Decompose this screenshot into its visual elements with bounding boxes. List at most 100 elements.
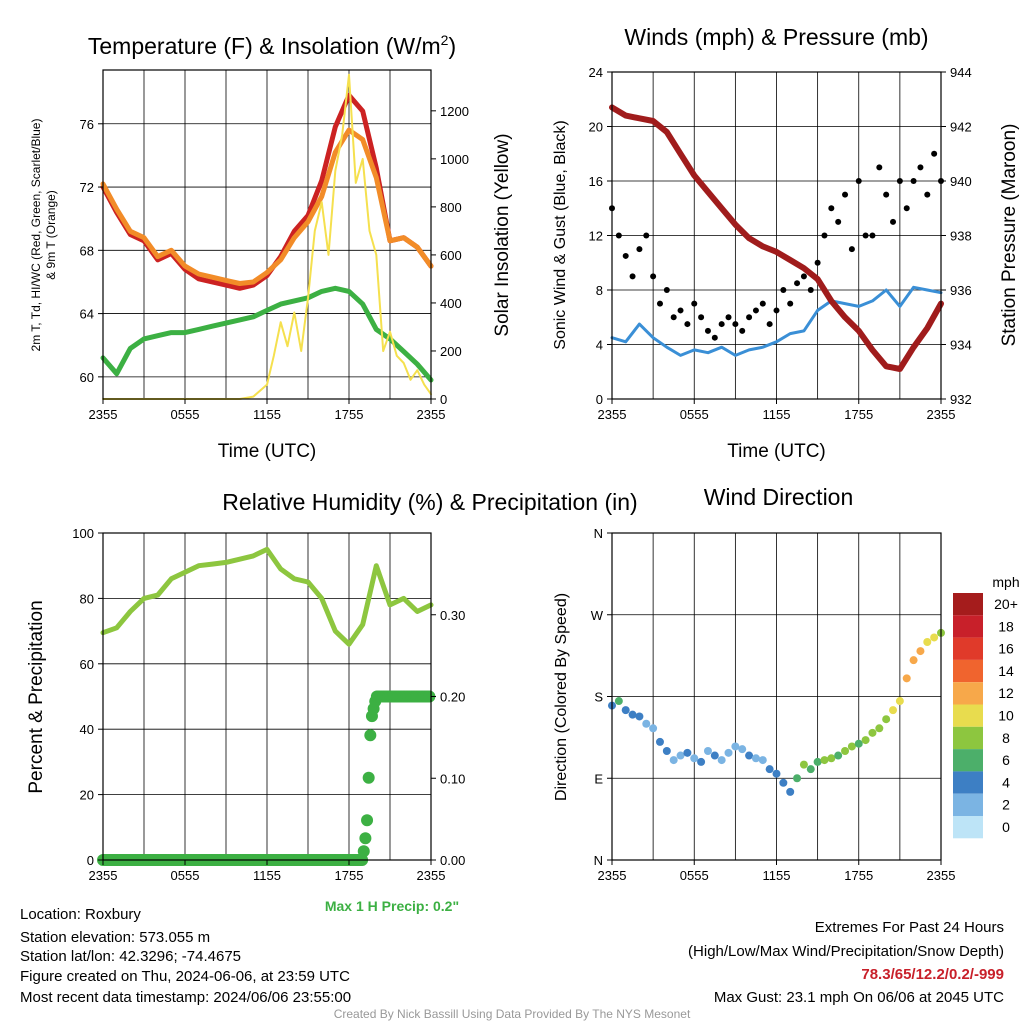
y-right-tick-label: 600: [440, 248, 462, 263]
credit-line: Created By Nick Bassill Using Data Provi…: [333, 1007, 691, 1021]
direction-point: [628, 710, 637, 719]
precip-point: [364, 729, 377, 742]
precip-point: [357, 845, 370, 858]
x-axis-label: Time (UTC): [727, 441, 826, 462]
gust-point: [711, 334, 718, 341]
y-tick-label: S: [594, 690, 603, 705]
y-tick-label: N: [594, 526, 603, 541]
direction-point: [703, 747, 712, 755]
direction-point: [799, 760, 808, 769]
y-right-tick-label: 938: [950, 229, 972, 244]
y-tick-label: 40: [80, 722, 94, 737]
y-tick-label: 0: [596, 392, 603, 407]
gust-point: [896, 178, 903, 184]
y-tick-label: 64: [80, 307, 94, 322]
x-tick-label: 2355: [598, 868, 627, 883]
y-right-tick-label: 942: [950, 120, 972, 135]
x-tick-label: 2355: [417, 868, 446, 883]
y-tick-label: 8: [596, 283, 603, 298]
direction-point: [683, 748, 692, 757]
footer-location: Location: Roxbury: [20, 906, 141, 923]
direction-point: [889, 706, 898, 715]
winds-chart: Winds (mph) & Pressure (mb) 0 4 8 12 16 20 24 93…: [552, 24, 1020, 462]
direction-point: [635, 712, 644, 721]
direction-point: [669, 756, 678, 765]
series-line: [100, 92, 434, 291]
wind-speed-line: [610, 285, 943, 357]
humidity-precip-chart: Relative Humidity (%) & Precipitation (i…: [26, 489, 638, 914]
x-tick-label: 2355: [927, 407, 956, 422]
y-right-tick-label: 800: [440, 200, 462, 215]
y-right-tick-label: 934: [950, 338, 972, 353]
direction-point: [724, 748, 733, 757]
x-tick-label: 1155: [763, 868, 791, 883]
direction-point: [882, 715, 891, 724]
gust-point: [876, 164, 883, 171]
extremes-title: Extremes For Past 24 Hours: [814, 919, 1004, 936]
y-axis-label: Sonic Wind & Gust (Blue, Black): [552, 120, 569, 349]
direction-point: [806, 765, 815, 774]
gust-point: [725, 314, 732, 321]
x-tick-label: 1755: [335, 407, 364, 422]
gust-point: [691, 300, 698, 307]
gust-point: [615, 232, 622, 239]
direction-point: [827, 754, 836, 763]
x-tick-label: 2355: [417, 407, 446, 422]
legend-label: 10: [998, 708, 1014, 724]
direction-point: [690, 754, 699, 763]
y-right-tick-label: 0.30: [440, 608, 465, 623]
legend-swatch: [953, 726, 983, 750]
gust-point: [698, 314, 705, 321]
chart-title: Wind Direction: [704, 484, 854, 510]
gust-point: [670, 314, 677, 321]
extremes-values: 78.3/65/12.2/0.2/-999: [861, 966, 1004, 983]
gust-point: [759, 300, 766, 307]
gust-point: [787, 300, 794, 307]
direction-point: [930, 633, 939, 642]
gust-point: [732, 321, 739, 328]
gust-point: [739, 327, 746, 334]
gust-point: [746, 314, 753, 321]
gust-point: [869, 232, 876, 239]
direction-point: [841, 747, 850, 755]
x-tick-label: 1755: [844, 868, 873, 883]
y-tick-label: N: [594, 853, 603, 868]
y-tick-label: 12: [589, 229, 603, 244]
y-tick-label: 24: [589, 65, 603, 80]
legend-swatch: [953, 749, 983, 772]
y-tick-label: 68: [80, 243, 94, 258]
gust-point: [931, 150, 938, 157]
legend-swatch: [953, 704, 983, 727]
direction-point: [916, 647, 925, 656]
x-tick-label: 1155: [253, 868, 281, 883]
gust-point: [828, 205, 835, 212]
footer-recent: Most recent data timestamp: 2024/06/06 2…: [20, 989, 352, 1006]
x-axis-label: Time (UTC): [218, 441, 317, 462]
gust-point: [643, 232, 650, 239]
gust-point: [780, 287, 787, 293]
footer-created: Figure created on Thu, 2024-06-06, at 23…: [20, 968, 350, 985]
y-right-tick-label: 0.10: [440, 771, 465, 786]
gust-point: [883, 191, 890, 198]
direction-point: [793, 774, 802, 783]
y-right-tick-label: 0: [440, 392, 447, 407]
direction-point: [868, 728, 877, 737]
direction-point: [697, 757, 706, 766]
y-tick-label: W: [591, 608, 604, 623]
humidity-line: [100, 546, 434, 647]
direction-point: [847, 742, 856, 751]
gust-point: [650, 273, 657, 280]
y-right-tick-label: 932: [950, 392, 972, 407]
gust-point: [773, 307, 780, 314]
legend-label: 2: [1002, 797, 1010, 813]
direction-point: [772, 769, 781, 778]
footer-latlon: Station lat/lon: 42.3296; -74.4675: [20, 948, 242, 965]
footer-elevation: Station elevation: 573.055 m: [20, 929, 211, 946]
direction-point: [758, 756, 767, 765]
gust-point: [848, 246, 855, 253]
direction-point: [642, 719, 651, 728]
gust-point: [718, 321, 725, 328]
y-tick-label: 72: [80, 180, 94, 195]
precip-point: [359, 832, 372, 845]
gust-point: [807, 287, 814, 293]
